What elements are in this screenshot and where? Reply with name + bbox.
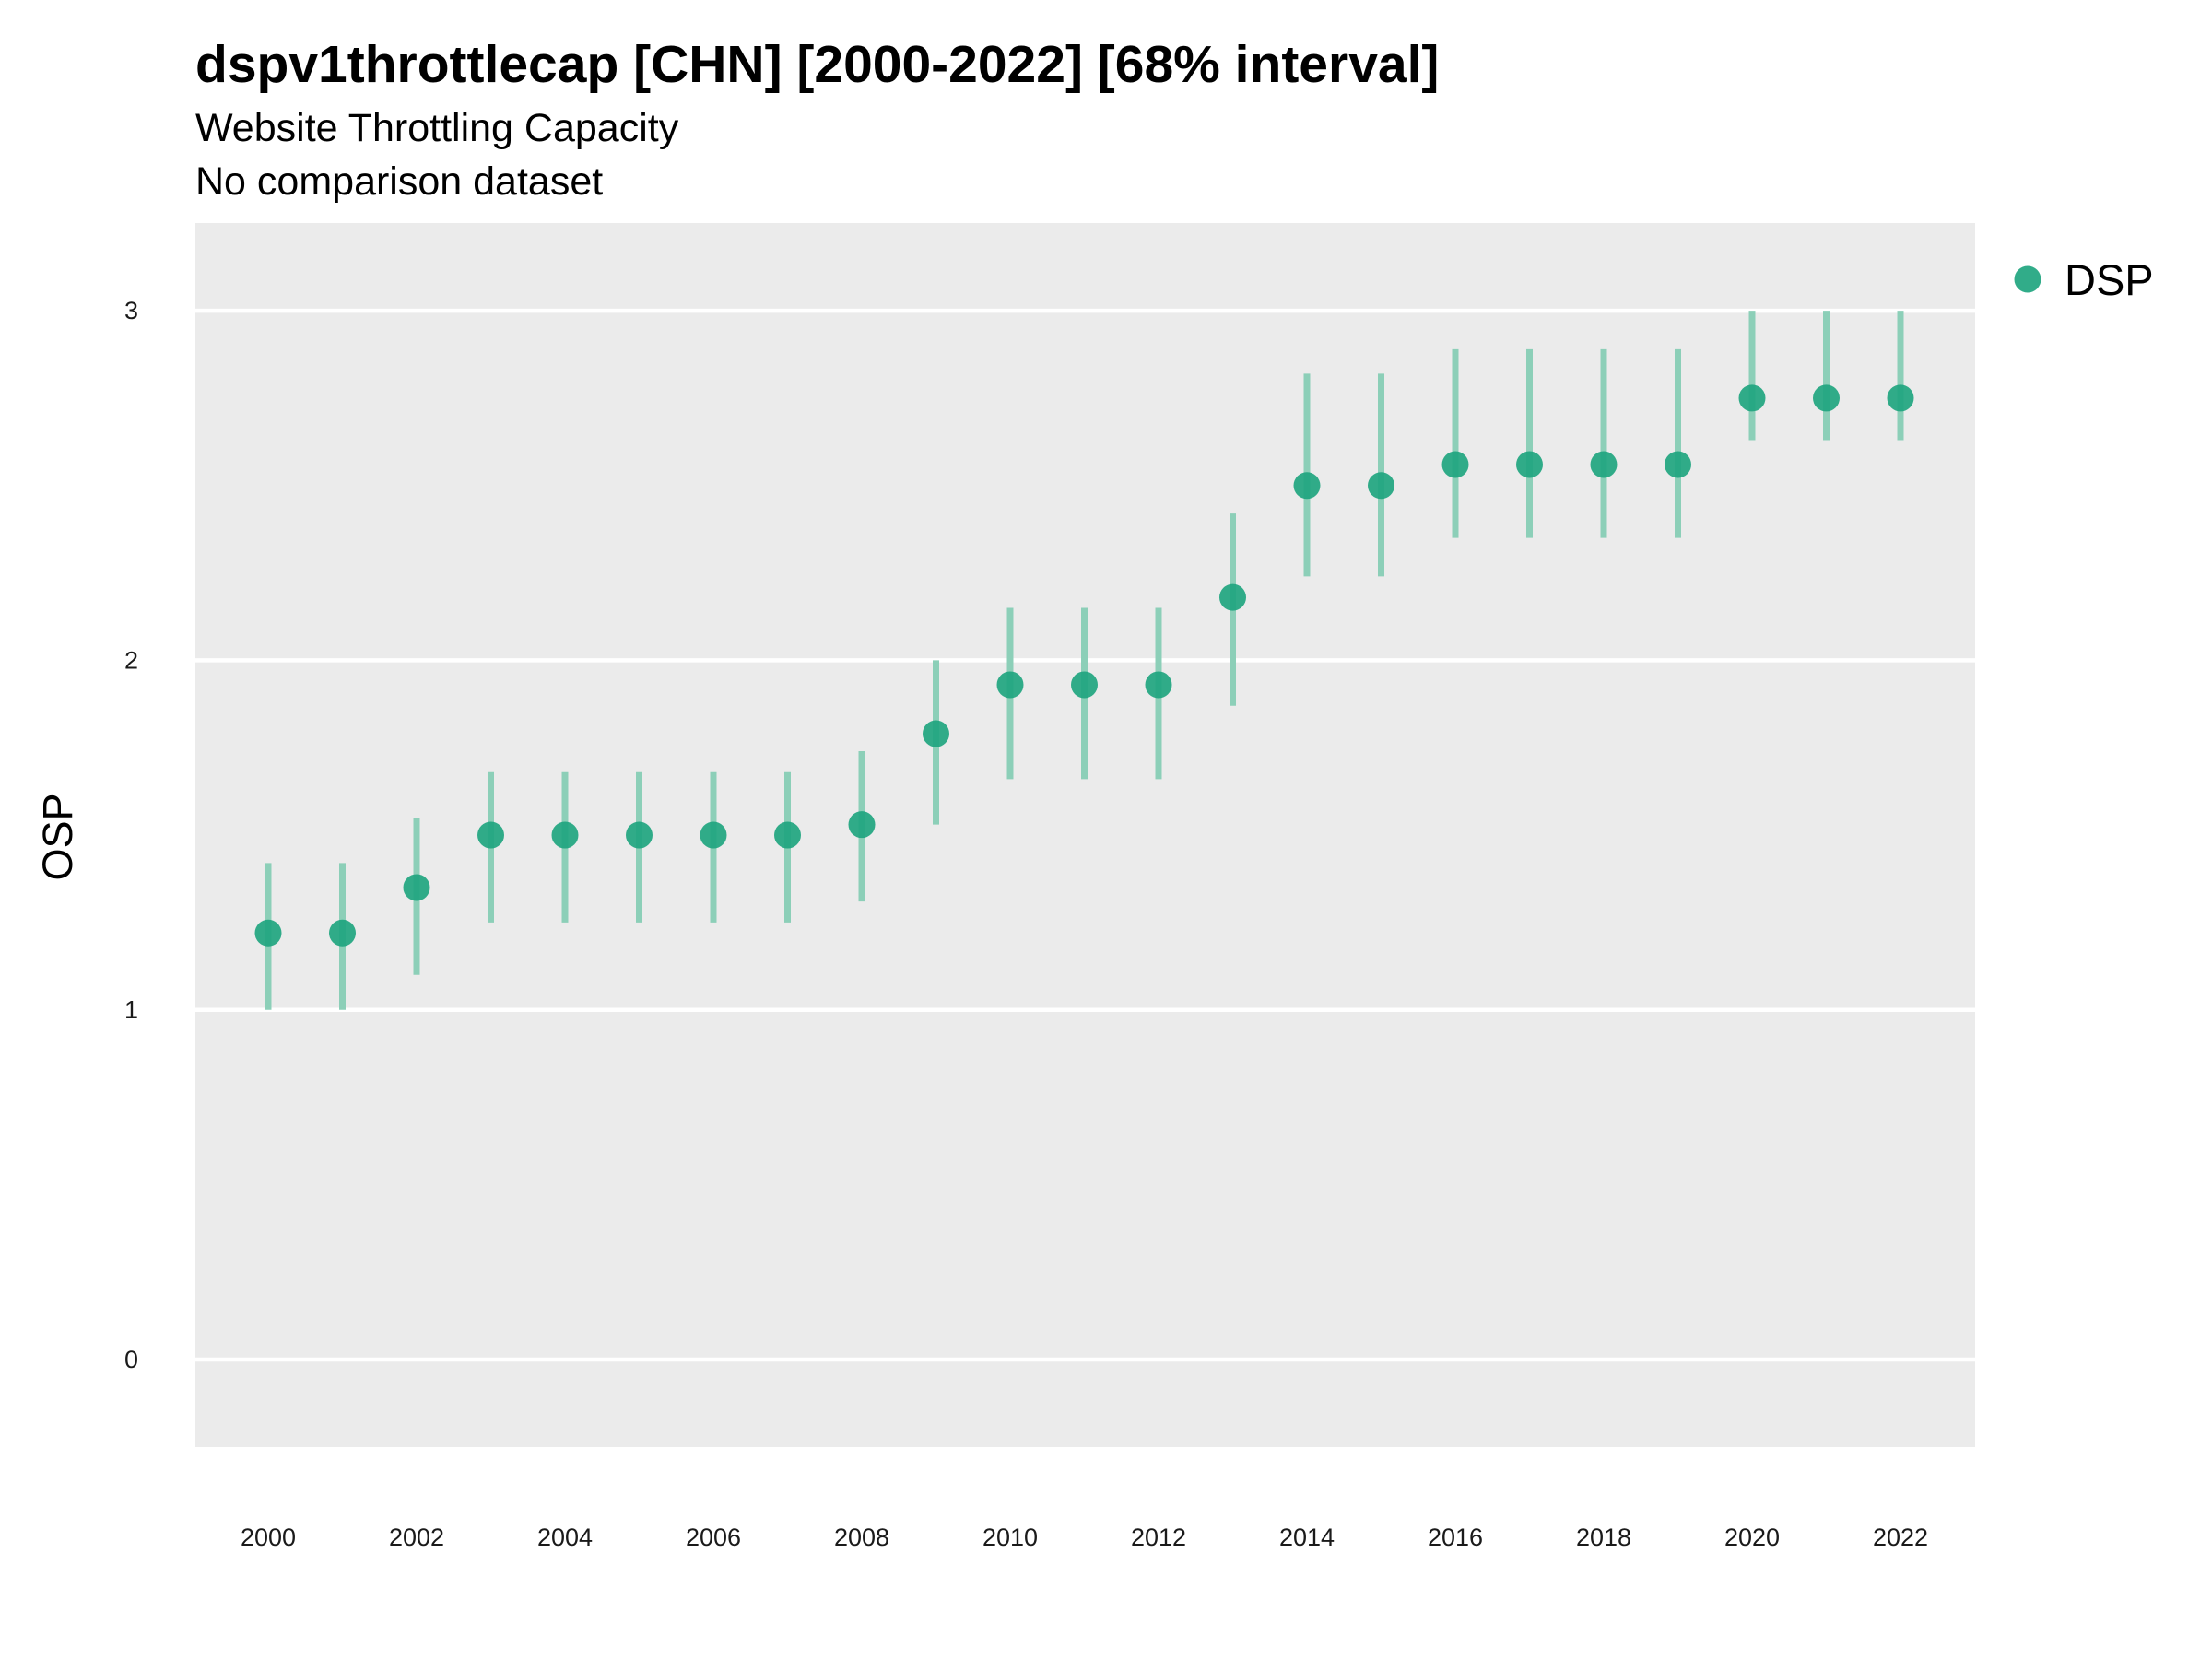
data-point-2020	[1738, 384, 1766, 412]
data-point-2008	[848, 811, 876, 839]
plot-panel	[195, 223, 1975, 1447]
data-point-2003	[477, 821, 504, 849]
x-tick-label: 2000	[241, 1524, 296, 1551]
data-point-2001	[329, 919, 356, 947]
legend-swatch-dsp	[2014, 265, 2041, 293]
x-axis-ticks: 2000 2002 2004 2006 2008 2010 2012 2014 2016 2018…	[241, 1524, 1928, 1551]
y-axis-ticks: 0 1 2 3	[124, 297, 138, 1373]
y-tick-label: 0	[124, 1346, 138, 1373]
data-point-2015	[1368, 472, 1394, 500]
y-tick-label: 2	[124, 646, 138, 674]
chart-subtitle: Website Throttling Capacity	[195, 106, 679, 150]
x-tick-label: 2004	[537, 1524, 593, 1551]
legend: DSP	[2014, 255, 2154, 304]
data-point-2007	[774, 821, 801, 849]
data-point-2005	[626, 821, 653, 849]
x-tick-label: 2008	[834, 1524, 889, 1551]
data-point-2017	[1516, 451, 1543, 478]
data-point-2009	[923, 720, 949, 747]
data-points	[254, 384, 1914, 947]
chart-subtitle-secondary: No comparison dataset	[195, 159, 604, 204]
data-point-2011	[1071, 671, 1098, 699]
data-point-2013	[1219, 583, 1246, 611]
y-axis-title: OSP	[34, 793, 81, 880]
x-tick-label: 2016	[1428, 1524, 1483, 1551]
x-tick-label: 2018	[1576, 1524, 1631, 1551]
data-point-2016	[1441, 451, 1469, 478]
data-point-2014	[1293, 472, 1321, 500]
y-tick-label: 1	[124, 996, 138, 1024]
data-point-2006	[700, 821, 727, 849]
data-point-2021	[1813, 384, 1840, 412]
data-point-2000	[254, 919, 282, 947]
data-point-2002	[403, 874, 430, 901]
x-tick-label: 2022	[1873, 1524, 1928, 1551]
data-point-2012	[1145, 671, 1172, 699]
x-tick-label: 2014	[1279, 1524, 1335, 1551]
x-tick-label: 2010	[982, 1524, 1038, 1551]
data-point-2018	[1590, 451, 1618, 478]
x-tick-label: 2006	[686, 1524, 741, 1551]
y-tick-label: 3	[124, 297, 138, 324]
data-point-2004	[551, 821, 579, 849]
legend-label-dsp: DSP	[2065, 255, 2154, 304]
x-tick-label: 2012	[1131, 1524, 1186, 1551]
chart-title: dspv1throttlecap [CHN] [2000-2022] [68% …	[195, 35, 1440, 94]
x-tick-label: 2002	[389, 1524, 444, 1551]
data-point-2010	[996, 671, 1024, 699]
data-point-2019	[1665, 451, 1691, 478]
x-tick-label: 2020	[1724, 1524, 1780, 1551]
data-point-2022	[1887, 384, 1914, 412]
